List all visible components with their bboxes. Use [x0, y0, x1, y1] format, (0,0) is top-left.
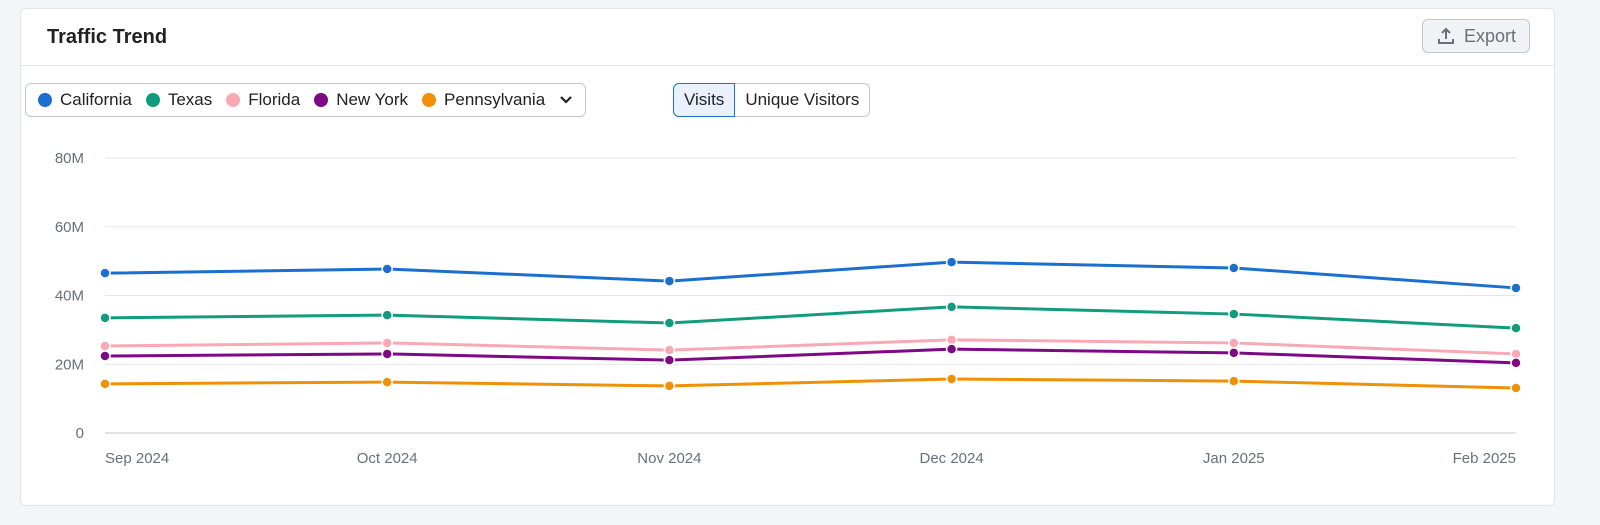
- data-point[interactable]: [99, 267, 111, 279]
- series-line: [104, 260, 1517, 290]
- data-point[interactable]: [99, 312, 111, 324]
- export-label: Export: [1463, 25, 1517, 46]
- series-line: [104, 338, 1517, 356]
- data-point[interactable]: [1510, 322, 1522, 334]
- export-icon: [1437, 27, 1454, 44]
- data-point[interactable]: [381, 263, 393, 275]
- x-tick-label: Dec 2024: [919, 450, 983, 467]
- series-line: [104, 305, 1517, 330]
- data-point[interactable]: [945, 256, 958, 268]
- data-point[interactable]: [663, 380, 676, 392]
- legend-dot: [314, 93, 329, 107]
- data-point[interactable]: [381, 337, 393, 349]
- legend-item[interactable]: California: [38, 90, 132, 110]
- y-tick-label: 40M: [55, 288, 84, 305]
- data-point[interactable]: [945, 334, 958, 346]
- data-point[interactable]: [1228, 337, 1240, 349]
- x-tick-label: Nov 2024: [637, 450, 701, 467]
- data-point[interactable]: [1228, 308, 1240, 320]
- legend-dot: [226, 93, 241, 107]
- data-point[interactable]: [99, 378, 111, 390]
- chevron-down-icon[interactable]: [559, 90, 573, 110]
- unique-visitors-tab[interactable]: Unique Visitors: [735, 83, 871, 117]
- x-tick-label: Feb 2025: [1453, 450, 1516, 467]
- series-line: [104, 377, 1517, 390]
- legend-dot: [38, 93, 52, 107]
- legend-item[interactable]: Florida: [226, 90, 300, 110]
- data-point[interactable]: [1510, 282, 1522, 294]
- legend-dot: [422, 93, 437, 107]
- data-point[interactable]: [1228, 262, 1240, 274]
- data-point[interactable]: [381, 348, 393, 360]
- series-selector[interactable]: California Texas Florida New York Pennsylvan…: [25, 83, 587, 117]
- data-point[interactable]: [663, 275, 676, 287]
- legend-label: California: [60, 90, 132, 109]
- data-point[interactable]: [1510, 357, 1522, 369]
- data-point[interactable]: [945, 301, 958, 313]
- legend-item[interactable]: Pennsylvania: [422, 90, 545, 110]
- y-tick-label: 20M: [55, 356, 84, 373]
- data-point[interactable]: [99, 350, 111, 362]
- metric-toggle: Visits Unique Visitors: [673, 83, 871, 117]
- data-point[interactable]: [663, 317, 676, 329]
- data-point[interactable]: [945, 343, 958, 355]
- x-tick-label: Sep 2024: [105, 450, 169, 467]
- x-tick-label: Oct 2024: [357, 450, 418, 467]
- visits-tab[interactable]: Visits: [673, 83, 736, 117]
- legend-dot: [145, 93, 160, 107]
- data-point[interactable]: [99, 340, 111, 352]
- y-tick-label: 80M: [55, 150, 84, 167]
- legend-item[interactable]: Texas: [145, 90, 213, 110]
- data-point[interactable]: [1510, 382, 1522, 394]
- legend-label: Florida: [248, 90, 301, 109]
- legend-label: Texas: [167, 90, 213, 109]
- card-title: Traffic Trend: [47, 26, 168, 48]
- data-point[interactable]: [381, 376, 393, 388]
- data-point[interactable]: [1228, 347, 1240, 359]
- y-tick-label: 60M: [55, 219, 84, 236]
- legend-label: New York: [336, 90, 409, 109]
- legend-item[interactable]: New York: [314, 90, 408, 110]
- data-point[interactable]: [381, 309, 393, 321]
- data-point[interactable]: [663, 344, 676, 356]
- data-point[interactable]: [945, 373, 958, 385]
- legend-label: Pennsylvania: [444, 90, 546, 109]
- y-tick-label: 0: [76, 425, 84, 442]
- data-point[interactable]: [1228, 375, 1240, 387]
- x-tick-label: Jan 2025: [1203, 450, 1265, 467]
- traffic-trend-card: Traffic Trend Export: [20, 8, 1555, 506]
- export-button[interactable]: Export: [1422, 19, 1530, 53]
- series-line: [104, 347, 1517, 365]
- data-point[interactable]: [663, 354, 676, 366]
- card-header: Traffic Trend Export: [21, 9, 1554, 66]
